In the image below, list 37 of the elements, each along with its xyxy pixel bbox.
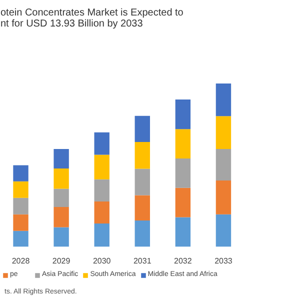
x-tick-label: 2033 xyxy=(214,256,233,266)
bar xyxy=(175,129,191,159)
x-tick-label: 2031 xyxy=(133,256,152,266)
bar xyxy=(54,227,69,247)
bar xyxy=(13,230,28,247)
bar xyxy=(175,217,191,247)
bar xyxy=(175,158,191,188)
bar xyxy=(54,206,69,228)
bar xyxy=(54,188,69,207)
bar xyxy=(216,214,232,247)
bar xyxy=(54,168,69,189)
x-tick-label: 2029 xyxy=(52,256,71,266)
bar xyxy=(175,188,191,218)
bar xyxy=(94,154,110,180)
bar xyxy=(134,195,150,221)
chart-title: otein Concentrates Market is Expected to nt for USD 13.93 Billion by 2033 xyxy=(0,8,184,30)
bar xyxy=(13,198,28,214)
bar xyxy=(216,116,232,150)
bar xyxy=(134,220,150,247)
bar xyxy=(94,132,110,155)
bar xyxy=(54,149,69,168)
bar xyxy=(175,99,191,130)
x-tick-label: 2030 xyxy=(92,256,112,266)
x-tick-label: 2032 xyxy=(174,256,192,266)
bar xyxy=(13,181,28,198)
bar xyxy=(216,83,232,116)
bar xyxy=(94,179,110,202)
bar xyxy=(134,168,150,196)
bar xyxy=(134,116,150,142)
bar xyxy=(94,201,110,224)
bar xyxy=(216,149,232,181)
bar xyxy=(94,223,110,247)
bar xyxy=(134,142,150,169)
x-tick-label: 2028 xyxy=(12,256,30,266)
bar xyxy=(216,180,232,214)
bar xyxy=(13,214,28,231)
bar xyxy=(13,165,28,182)
